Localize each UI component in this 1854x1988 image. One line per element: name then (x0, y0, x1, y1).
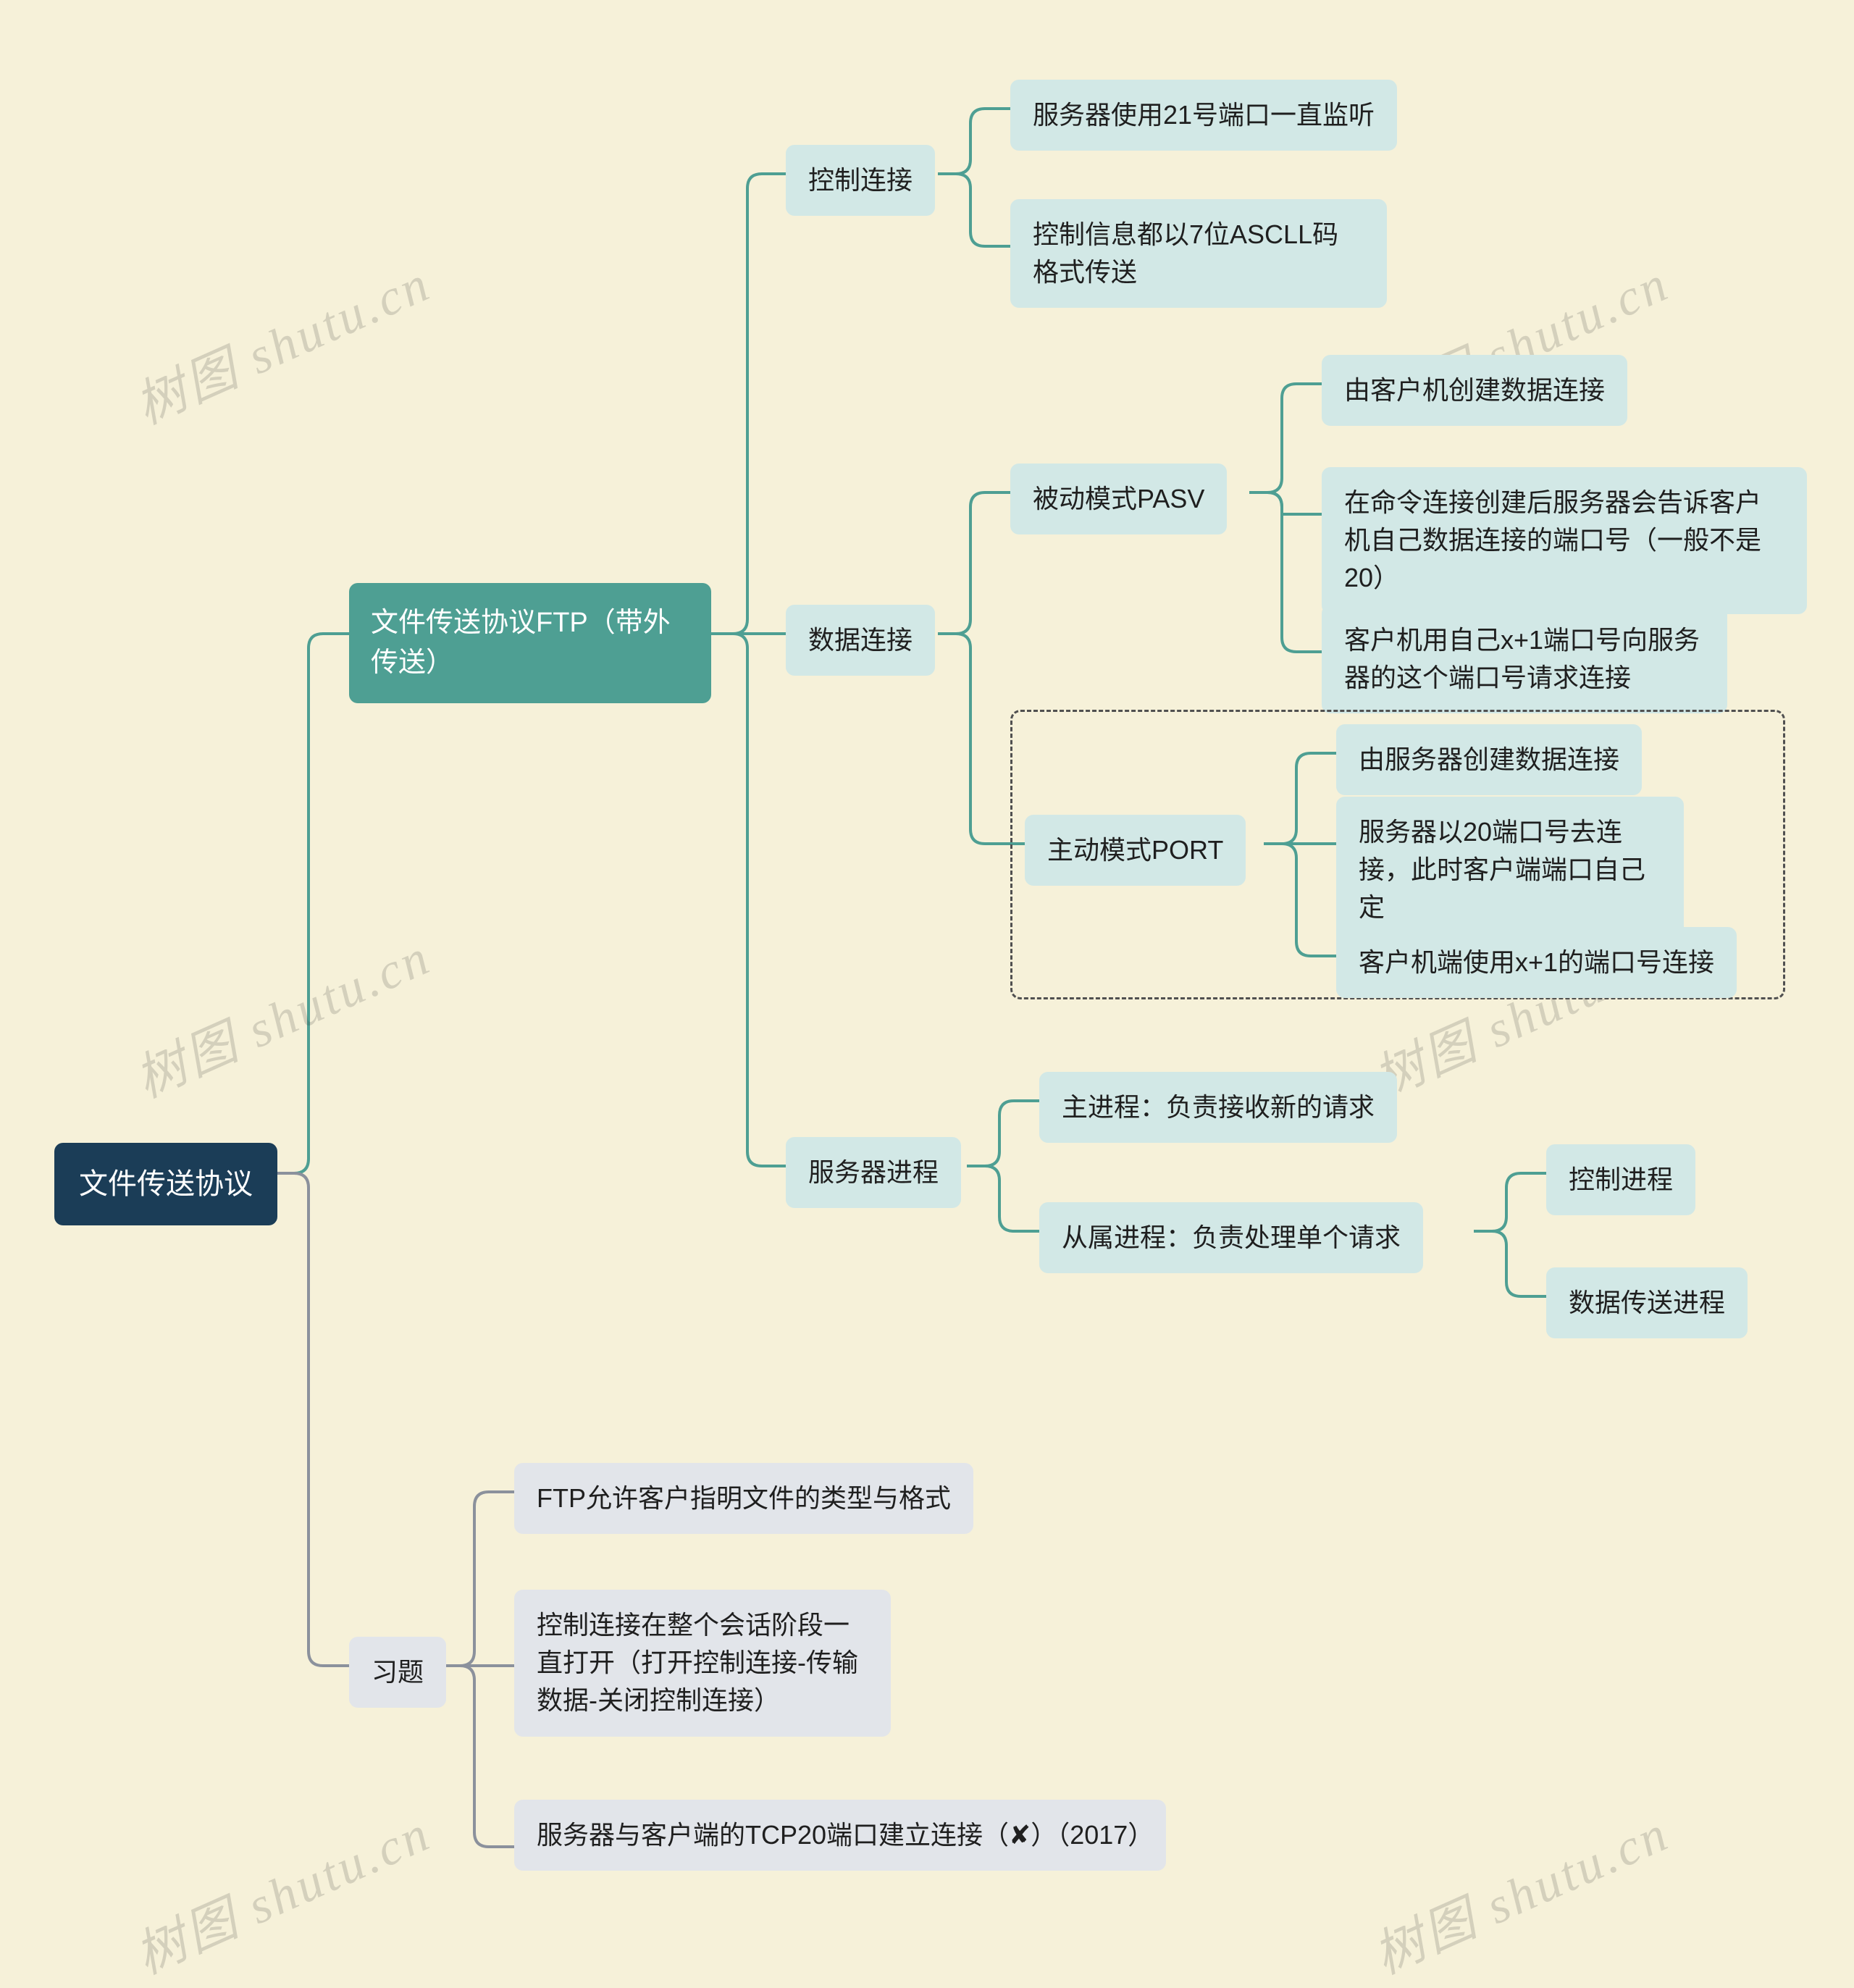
pasv-leaf-2[interactable]: 在命令连接创建后服务器会告诉客户机自己数据连接的端口号（一般不是20） (1322, 467, 1807, 614)
watermark: 树图 shutu.cn (122, 917, 440, 1112)
ftp-node[interactable]: 文件传送协议FTP（带外传送） (349, 583, 711, 703)
root-node[interactable]: 文件传送协议 (54, 1143, 277, 1225)
control-leaf-1[interactable]: 服务器使用21号端口一直监听 (1010, 80, 1397, 151)
exercise-leaf-1[interactable]: FTP允许客户指明文件的类型与格式 (514, 1463, 973, 1534)
port-leaf-2[interactable]: 服务器以20端口号去连接，此时客户端端口自己定 (1336, 797, 1684, 944)
control-leaf-2[interactable]: 控制信息都以7位ASCLL码格式传送 (1010, 199, 1387, 308)
port-leaf-3[interactable]: 客户机端使用x+1的端口号连接 (1336, 927, 1737, 998)
exercise-leaf-2[interactable]: 控制连接在整个会话阶段一直打开（打开控制连接-传输数据-关闭控制连接） (514, 1590, 891, 1737)
control-process-leaf[interactable]: 控制进程 (1546, 1144, 1695, 1215)
pasv-leaf-1[interactable]: 由客户机创建数据连接 (1322, 355, 1627, 426)
pasv-node[interactable]: 被动模式PASV (1010, 464, 1227, 534)
watermark: 树图 shutu.cn (1360, 1793, 1679, 1988)
port-node[interactable]: 主动模式PORT (1025, 815, 1246, 886)
data-connection-node[interactable]: 数据连接 (786, 605, 935, 676)
control-connection-node[interactable]: 控制连接 (786, 145, 935, 216)
port-leaf-1[interactable]: 由服务器创建数据连接 (1336, 724, 1642, 795)
exercise-node[interactable]: 习题 (349, 1637, 446, 1708)
exercise-leaf-3[interactable]: 服务器与客户端的TCP20端口建立连接（✘）（2017） (514, 1800, 1166, 1871)
data-transfer-process-leaf[interactable]: 数据传送进程 (1546, 1267, 1748, 1338)
sub-process-node[interactable]: 从属进程：负责处理单个请求 (1039, 1202, 1423, 1273)
watermark: 树图 shutu.cn (122, 1793, 440, 1988)
watermark: 树图 shutu.cn (122, 243, 440, 439)
pasv-leaf-3[interactable]: 客户机用自己x+1端口号向服务器的这个端口号请求连接 (1322, 605, 1727, 713)
main-process-leaf[interactable]: 主进程：负责接收新的请求 (1039, 1072, 1397, 1143)
server-process-node[interactable]: 服务器进程 (786, 1137, 961, 1208)
